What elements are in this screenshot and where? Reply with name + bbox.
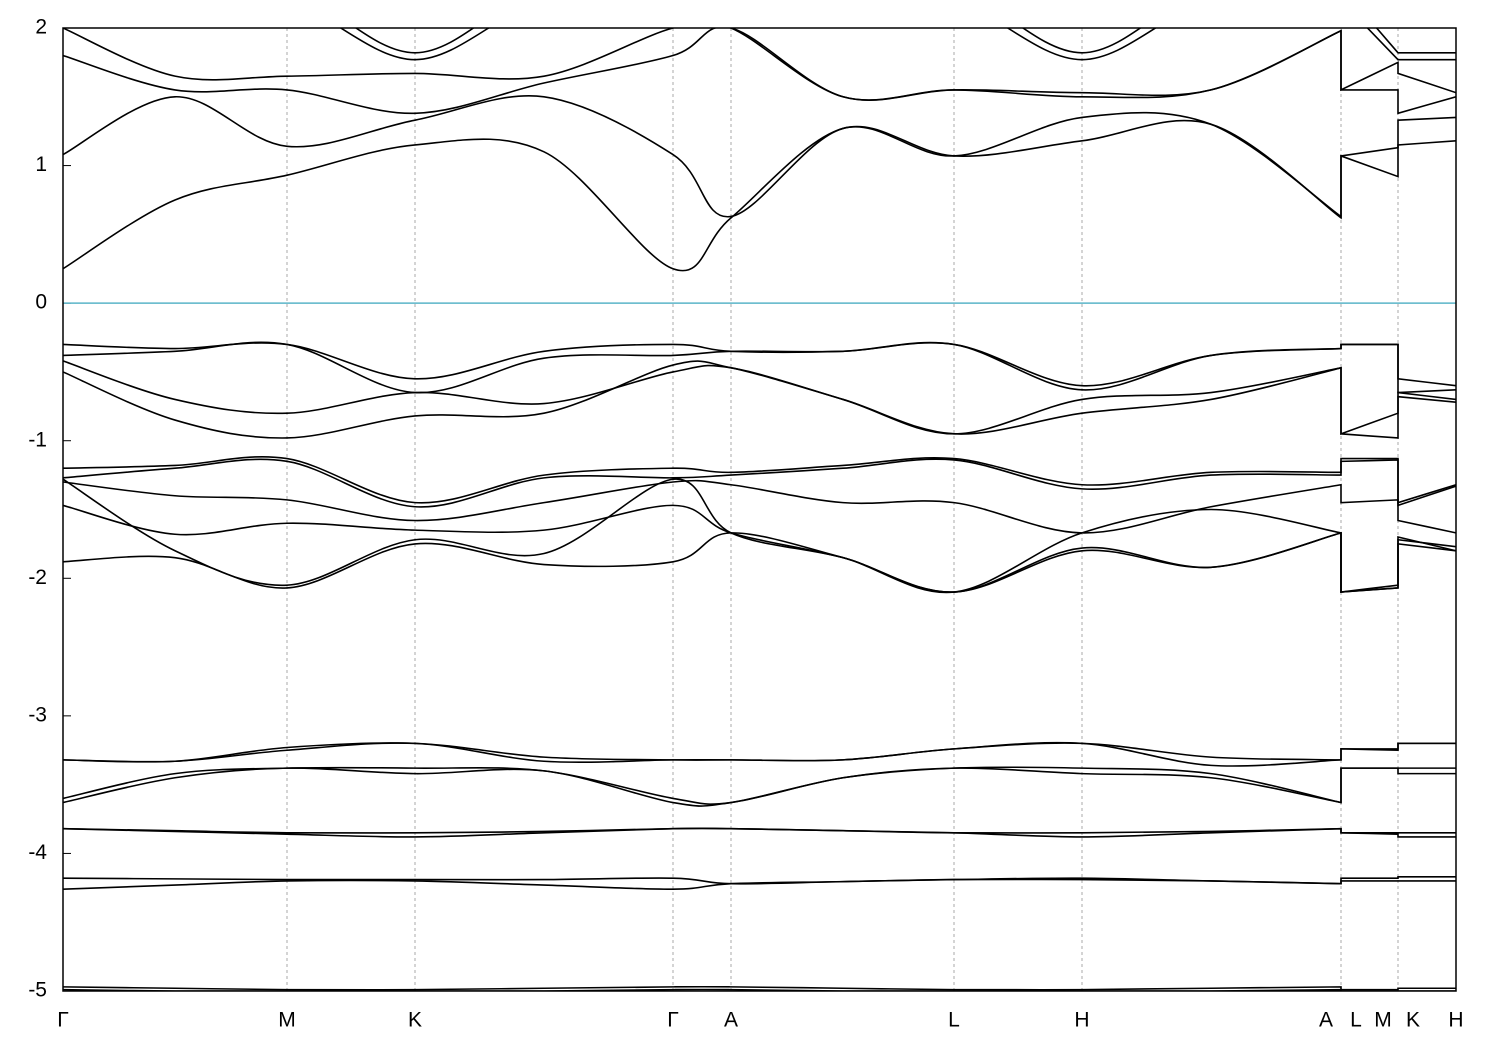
x-tick-label: H xyxy=(1074,1009,1089,1032)
band-line xyxy=(63,342,1456,387)
x-tick-label: M xyxy=(278,1009,296,1032)
x-tick-label: L xyxy=(1350,1009,1362,1032)
x-tick-label: A xyxy=(724,1009,738,1032)
x-tick-label: Γ xyxy=(667,1009,679,1032)
y-tick-label: 2 xyxy=(35,16,47,39)
band-line xyxy=(63,360,1456,435)
y-tick-label: -5 xyxy=(28,979,47,1002)
x-tick-label: K xyxy=(1406,1009,1420,1032)
y-tick-label: -3 xyxy=(28,703,47,726)
band-line xyxy=(339,28,1456,61)
x-tick-label: Γ xyxy=(57,1009,69,1032)
y-tick-label: -2 xyxy=(28,566,47,589)
band-line xyxy=(63,531,1456,593)
band-line xyxy=(63,479,1456,534)
band-line xyxy=(63,28,1456,115)
y-tick-label: 1 xyxy=(35,153,47,176)
band-line xyxy=(63,985,1456,991)
y-tick-label: -1 xyxy=(28,428,47,451)
band-line xyxy=(63,741,1456,767)
band-line xyxy=(63,360,1456,439)
band-line xyxy=(63,341,1456,394)
x-tick-label: H xyxy=(1448,1009,1463,1032)
x-tick-label: M xyxy=(1374,1009,1392,1032)
y-tick-label: -4 xyxy=(28,841,47,864)
band-line xyxy=(63,458,1456,508)
band-line xyxy=(63,827,1456,838)
band-line xyxy=(63,28,1456,101)
band-line xyxy=(63,95,1456,219)
band-line xyxy=(63,766,1456,805)
plot-frame xyxy=(62,27,1457,992)
band-line xyxy=(63,456,1456,504)
band-line xyxy=(63,742,1456,763)
band-line xyxy=(63,504,1456,594)
x-tick-label: K xyxy=(408,1009,422,1032)
x-tick-label: A xyxy=(1319,1009,1333,1032)
x-tick-label: L xyxy=(948,1009,960,1032)
band-line xyxy=(63,878,1456,890)
plot-area xyxy=(63,28,1456,991)
band-line xyxy=(63,767,1456,807)
y-tick-label: 0 xyxy=(35,291,47,314)
grid xyxy=(62,27,1457,992)
